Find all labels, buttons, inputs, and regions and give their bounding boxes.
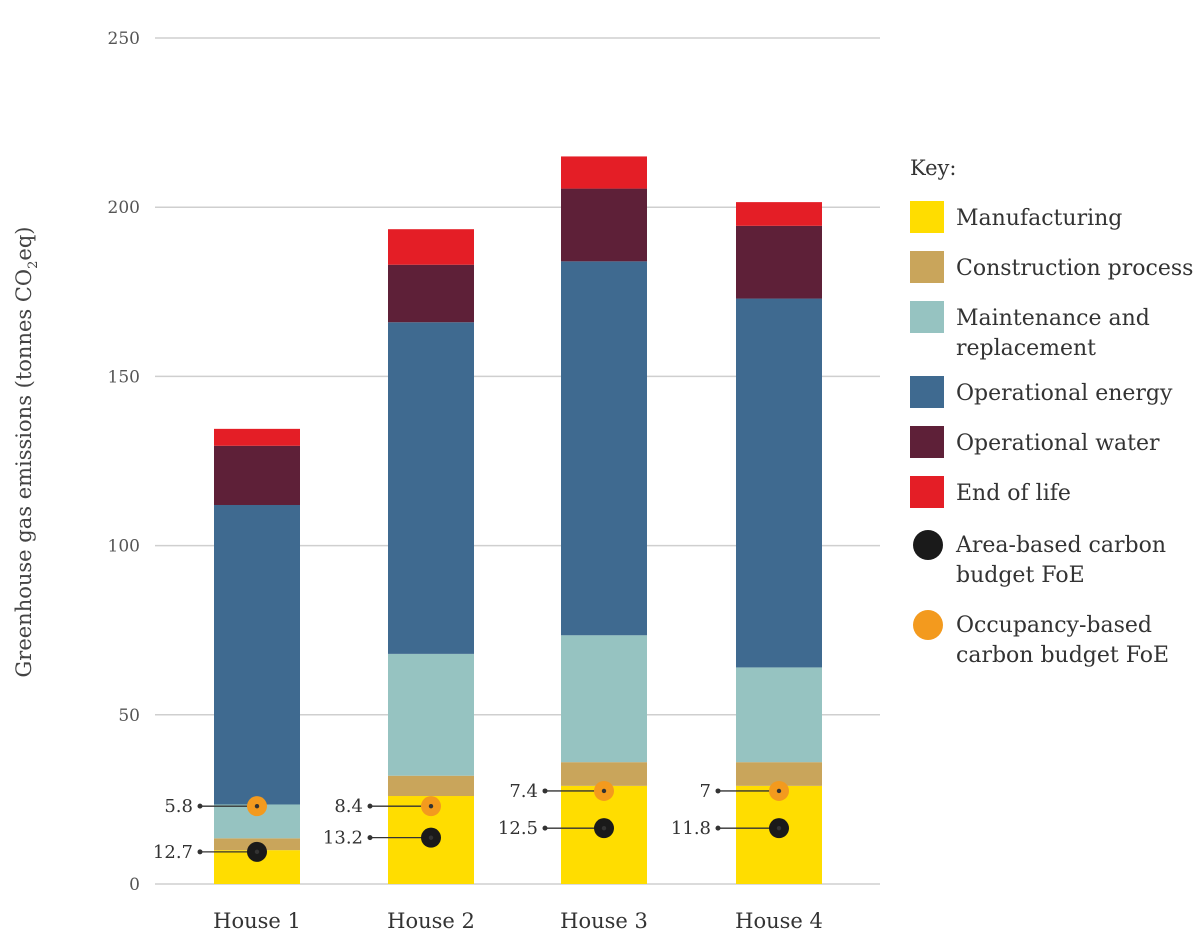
legend-label-series5: Operational water (956, 431, 1160, 456)
category-label-house-2: House 2 (387, 909, 475, 933)
legend-label-line: replacement (956, 336, 1096, 361)
marker-center-2-house4 (776, 788, 782, 794)
marker-leader-dot-1-house3 (542, 825, 548, 831)
marker-value-label-1-house3: 12.5 (498, 818, 538, 839)
category-label-house-3: House 3 (560, 909, 648, 933)
bar-segment-house3-series4 (561, 261, 647, 636)
bar-segment-house4-series5 (736, 225, 822, 299)
legend-label-line: Construction process (956, 256, 1193, 281)
legend-label-series4: Operational energy (956, 381, 1173, 406)
marker-value-label-2-house4: 7 (700, 781, 711, 802)
y-tick-label-100: 100 (108, 537, 140, 557)
bar-segment-house2-series2 (388, 775, 474, 797)
y-axis-ticks: 0 50 100 150 200 250 (108, 29, 140, 895)
marker-value-label-2-house1: 5.8 (164, 796, 193, 817)
category-label-house-4: House 4 (735, 909, 823, 933)
y-axis-title-suffix: eq) (12, 227, 36, 261)
legend-label-line: Operational energy (956, 381, 1173, 406)
bar-segment-house4-series4 (736, 298, 822, 668)
legend-label-series3: Maintenance and replacement (956, 306, 1150, 361)
x-axis-categories: House 1 House 2 House 3 House 4 (213, 909, 823, 933)
budget-markers: 12.7 13.2 12.5 11.8 5.8 8.4 7.4 7 (153, 780, 789, 863)
legend-label-line: Maintenance and (956, 306, 1150, 331)
bar-segment-house3-series6 (561, 156, 647, 189)
marker-leader-dot-2-house3 (542, 788, 548, 794)
marker-center-1-house3 (601, 825, 607, 831)
marker-value-label-1-house1: 12.7 (153, 842, 193, 863)
bar-segment-house3-series5 (561, 188, 647, 262)
legend-swatch-marker1 (913, 530, 943, 560)
legend-label-line: End of life (956, 481, 1071, 506)
marker-center-1-house2 (428, 835, 434, 840)
legend-label-line: carbon budget FoE (956, 643, 1169, 668)
marker-value-label-2-house2: 8.4 (334, 796, 363, 817)
bar-segment-house2-series5 (388, 264, 474, 323)
bar-segment-house3-series3 (561, 635, 647, 763)
bar-segment-house1-series4 (214, 504, 300, 805)
y-tick-label-0: 0 (129, 875, 140, 895)
marker-leader-dot-2-house2 (367, 803, 373, 809)
legend-label-marker2: Occupancy-based carbon budget FoE (956, 613, 1169, 668)
y-axis-title-subscript: 2 (26, 261, 41, 269)
legend-label-series1: Manufacturing (956, 206, 1122, 231)
legend-label-line: Occupancy-based (956, 613, 1152, 638)
legend-swatch-series4 (910, 376, 944, 408)
legend-label-series6: End of life (956, 481, 1071, 506)
bar-segment-house2-series3 (388, 653, 474, 776)
marker-center-2-house3 (601, 788, 607, 794)
legend-swatch-series5 (910, 426, 944, 458)
category-label-house-1: House 1 (213, 909, 301, 933)
marker-center-2-house2 (428, 803, 434, 809)
marker-leader-dot-1-house4 (715, 825, 721, 831)
marker-leader-dot-2-house4 (715, 788, 721, 794)
marker-center-1-house1 (254, 849, 260, 855)
bar-segment-house2-series4 (388, 322, 474, 654)
bar-segment-house4-series3 (736, 667, 822, 763)
y-tick-label-150: 150 (108, 367, 140, 387)
legend-title: Key: (910, 156, 957, 180)
bar-segment-house2-series6 (388, 229, 474, 265)
legend-swatch-series2 (910, 251, 944, 283)
marker-leader-dot-2-house1 (197, 803, 203, 809)
y-axis-title: Greenhouse gas emissions (tonnes CO2eq) (12, 227, 41, 678)
bar-segment-house3-series2 (561, 762, 647, 786)
legend-label-series2: Construction process (956, 256, 1193, 281)
marker-center-2-house1 (254, 803, 260, 809)
legend-swatch-series3 (910, 301, 944, 333)
y-tick-label-200: 200 (108, 198, 140, 218)
legend-label-line: Area-based carbon (955, 533, 1166, 558)
marker-value-label-2-house3: 7.4 (509, 781, 538, 802)
legend-label-line: Manufacturing (956, 206, 1122, 231)
legend-swatch-series6 (910, 476, 944, 508)
legend-label-line: budget FoE (956, 563, 1085, 588)
legend-label-marker1: Area-based carbon budget FoE (955, 533, 1166, 588)
marker-value-label-1-house2: 13.2 (323, 828, 363, 849)
legend: Key: Manufacturing Construction process Mai… (910, 156, 1193, 668)
bars (214, 156, 822, 884)
marker-leader-dot-1-house1 (197, 849, 203, 855)
marker-value-label-1-house4: 11.8 (671, 818, 711, 839)
legend-swatch-series1 (910, 201, 944, 233)
bar-segment-house4-series2 (736, 762, 822, 786)
bar-segment-house4-series6 (736, 202, 822, 226)
bar-segment-house1-series6 (214, 428, 300, 446)
marker-center-1-house4 (776, 825, 782, 831)
y-tick-label-50: 50 (118, 706, 140, 726)
marker-leader-dot-1-house2 (367, 835, 373, 841)
bar-segment-house1-series5 (214, 445, 300, 505)
y-tick-label-250: 250 (108, 29, 140, 49)
legend-swatch-marker2 (913, 610, 943, 640)
legend-label-line: Operational water (956, 431, 1160, 456)
